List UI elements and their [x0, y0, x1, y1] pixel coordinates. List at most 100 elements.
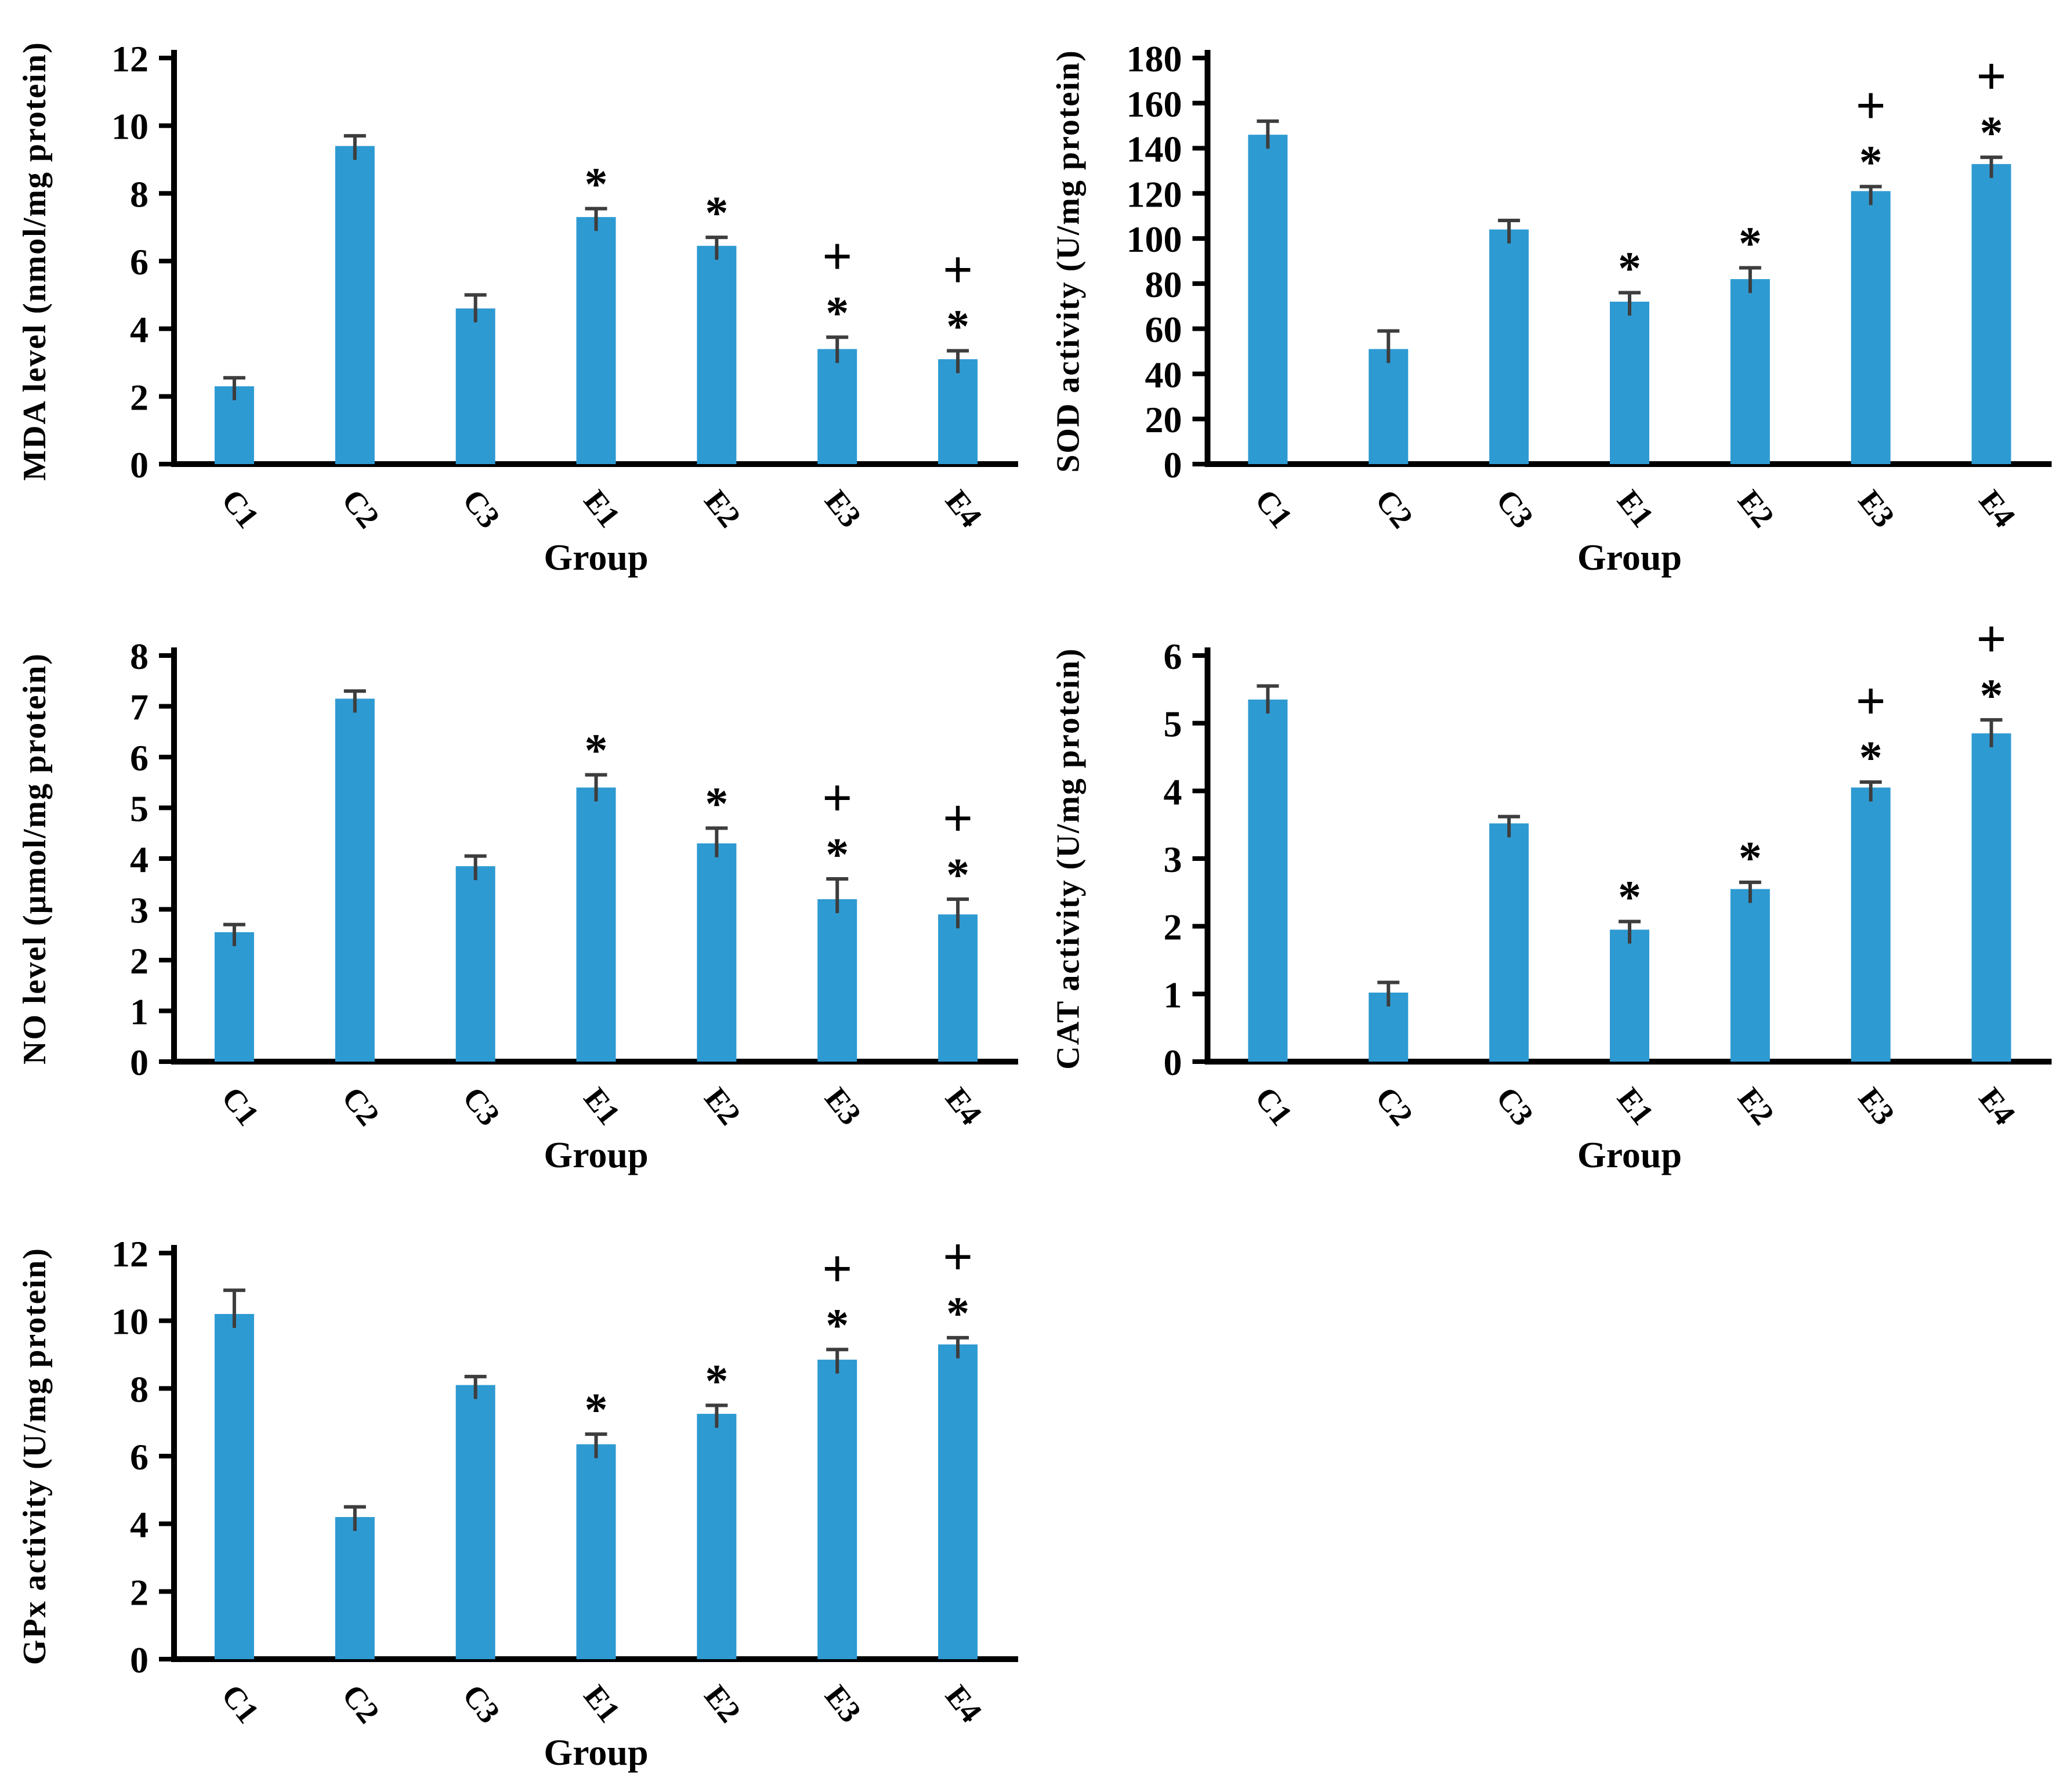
y-tick-label: 3: [1164, 839, 1182, 880]
x-category-label: E3: [818, 1679, 868, 1729]
x-category-label: E1: [577, 484, 627, 534]
y-tick-label: 10: [111, 106, 149, 147]
y-tick-label: 180: [1127, 38, 1182, 79]
x-category-label: C1: [1248, 483, 1299, 534]
x-category-label: E1: [577, 1679, 627, 1729]
bar: [1971, 733, 2011, 1062]
x-category-label: C2: [335, 1080, 386, 1132]
x-category-label: C3: [456, 483, 507, 534]
chart-cat: 0 1 2 3 4 5 6 C1 C2 C3 * E1 * E2 * + E3 * + E4 CAT activity …: [1033, 598, 2067, 1195]
bar: [1610, 929, 1649, 1062]
y-tick-label: 2: [1164, 907, 1182, 948]
sig-plus: +: [1976, 609, 2006, 668]
y-tick-label: 7: [130, 687, 149, 728]
bar: [1971, 164, 2011, 464]
sig-star: *: [1980, 671, 2003, 722]
y-tick-label: 60: [1145, 309, 1182, 350]
x-category-label: C1: [215, 1678, 266, 1729]
y-tick-label: 4: [130, 1504, 149, 1545]
sig-plus: +: [822, 226, 852, 285]
x-axis-title: Group: [1577, 1134, 1682, 1175]
bar: [214, 932, 254, 1062]
bar: [455, 1385, 495, 1659]
sig-plus: +: [1855, 76, 1885, 135]
chart-no: 0 1 2 3 4 5 6 7 8 C1 C2 C3 * E1 * E2 * + E3 * + E4 NO level (µ…: [0, 598, 1033, 1195]
bar: [938, 359, 978, 464]
bar: [817, 1359, 857, 1659]
sig-star: *: [826, 830, 849, 881]
y-tick-label: 4: [130, 839, 149, 880]
y-tick-label: 0: [130, 444, 149, 486]
bar: [1730, 889, 1770, 1062]
bar: [817, 349, 857, 464]
sig-plus: +: [822, 1239, 852, 1298]
x-category-label: E1: [1610, 484, 1660, 534]
x-category-label: E3: [1852, 1081, 1902, 1132]
x-category-label: E3: [1852, 484, 1902, 534]
x-axis-title: Group: [544, 537, 648, 578]
y-tick-label: 6: [130, 737, 149, 779]
sig-star: *: [1980, 108, 2003, 159]
y-tick-label: 0: [1164, 444, 1182, 486]
sig-plus: +: [943, 788, 973, 848]
sig-star: *: [705, 1356, 728, 1407]
chart-sod: 0 20 40 60 80 100 120 140 160 180 C1 C2 C3 * E1 * E2 * + E3…: [1033, 0, 2067, 598]
sig-star: *: [946, 1288, 969, 1340]
bar: [576, 1444, 616, 1659]
y-tick-label: 4: [130, 309, 149, 350]
x-axis-title: Group: [1577, 537, 1682, 578]
y-axis-title: MDA level (nmol/mg protein): [17, 41, 53, 481]
x-category-label: E4: [939, 1679, 989, 1729]
bar: [576, 787, 616, 1062]
y-tick-label: 4: [1164, 771, 1182, 812]
bar: [1730, 279, 1770, 464]
bar: [1369, 349, 1409, 464]
sig-plus: +: [1976, 46, 2006, 106]
x-category-label: C3: [456, 1678, 507, 1729]
x-axis-title: Group: [544, 1732, 648, 1773]
y-tick-label: 3: [130, 890, 149, 931]
y-tick-label: 2: [130, 376, 149, 418]
y-tick-label: 1: [130, 991, 149, 1033]
bar: [1248, 699, 1288, 1062]
sig-star: *: [585, 726, 608, 777]
x-category-label: E2: [697, 1081, 747, 1132]
bar: [1610, 302, 1649, 464]
y-tick-label: 140: [1127, 129, 1182, 170]
sig-plus: +: [1855, 671, 1885, 730]
x-category-label: C2: [335, 1678, 386, 1729]
bar: [1489, 229, 1529, 464]
y-tick-label: 20: [1145, 399, 1182, 440]
bar: [1489, 823, 1529, 1062]
y-axis-title: SOD activity (U/mg protein): [1051, 49, 1087, 473]
y-axis-title: CAT activity (U/mg protein): [1051, 647, 1087, 1069]
y-tick-label: 80: [1145, 264, 1182, 305]
x-category-label: C1: [215, 483, 266, 534]
x-category-label: E2: [1731, 1081, 1781, 1132]
sig-plus: +: [943, 1227, 973, 1286]
x-category-label: E3: [818, 484, 868, 534]
y-tick-label: 0: [130, 1042, 149, 1083]
y-tick-label: 10: [111, 1301, 149, 1342]
y-axis-title: GPx activity (U/mg protein): [17, 1247, 53, 1665]
x-category-label: C3: [456, 1080, 507, 1132]
bar: [697, 843, 737, 1062]
sig-plus: +: [943, 240, 973, 299]
y-tick-label: 8: [130, 1369, 149, 1410]
x-category-label: E1: [577, 1081, 627, 1132]
y-tick-label: 12: [111, 38, 149, 79]
x-category-label: E1: [1610, 1081, 1660, 1132]
y-tick-label: 8: [130, 636, 149, 677]
chart-gpx: 0 2 4 6 8 10 12 C1 C2 C3 * E1 * E2 * + E3 * + E4 GPx activit…: [0, 1195, 1033, 1792]
y-tick-label: 6: [130, 1436, 149, 1478]
bar: [938, 914, 978, 1062]
sig-star: *: [1739, 219, 1762, 270]
sig-star: *: [1618, 243, 1641, 294]
y-tick-label: 2: [130, 940, 149, 982]
